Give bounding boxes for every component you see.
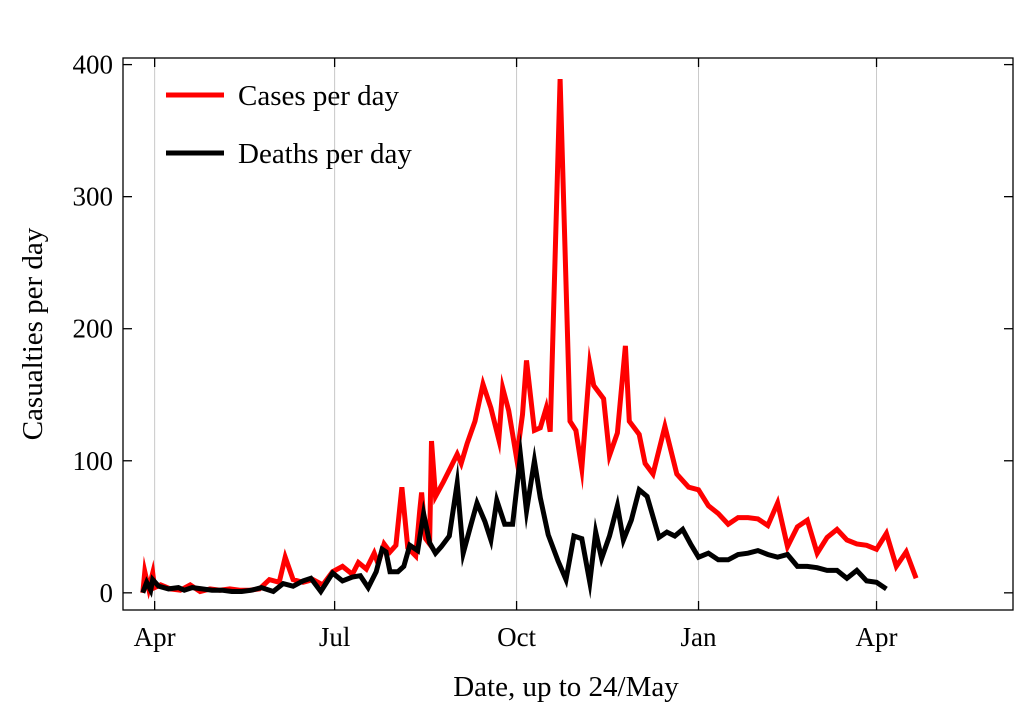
vertical-gridlines xyxy=(154,58,878,610)
y-tick-label-0: 0 xyxy=(100,578,114,608)
legend-label-1: Deaths per day xyxy=(238,138,412,170)
series-line-1 xyxy=(140,432,888,600)
legend-label-0: Cases per day xyxy=(238,80,400,112)
y-tick-label-2: 200 xyxy=(73,314,114,344)
axis-ticks: Apr Jul Oct Jan Apr 0 100 200 300 400 xyxy=(73,50,1013,652)
x-tick-label-3: Jan xyxy=(681,622,717,652)
x-tick-label-1: Jul xyxy=(319,622,351,652)
plot-frame xyxy=(122,57,1014,611)
series-line-0 xyxy=(140,79,919,600)
x-tick-label-4: Apr xyxy=(856,622,898,652)
y-axis-label: Casualties per day xyxy=(17,227,49,440)
y-tick-label-3: 300 xyxy=(73,182,114,212)
x-axis-label: Date, up to 24/May xyxy=(453,671,679,703)
y-tick-label-1: 100 xyxy=(73,446,114,476)
x-tick-label-2: Oct xyxy=(497,622,536,652)
x-tick-label-0: Apr xyxy=(134,622,176,652)
series-lines xyxy=(140,79,919,600)
legend: Cases per day Deaths per day xyxy=(166,80,412,170)
y-tick-label-4: 400 xyxy=(73,50,114,80)
